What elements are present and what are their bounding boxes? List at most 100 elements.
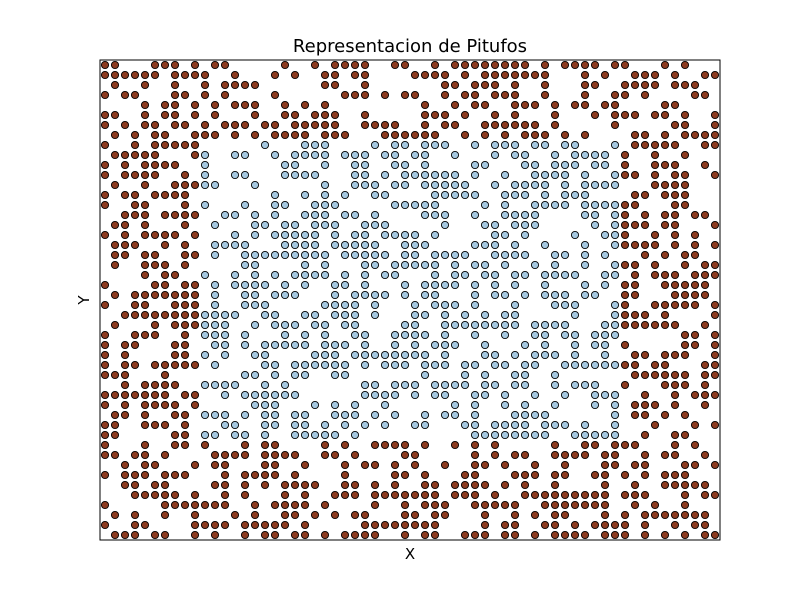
data-point-inner	[280, 160, 290, 170]
data-point-outer	[120, 370, 130, 380]
data-point-inner	[610, 260, 620, 270]
data-point-outer	[220, 80, 230, 90]
data-point-outer	[680, 460, 690, 470]
data-point-inner	[360, 240, 370, 250]
data-point-inner	[490, 320, 500, 330]
data-point-inner	[510, 140, 520, 150]
data-point-inner	[520, 210, 530, 220]
data-point-outer	[140, 490, 150, 500]
data-point-outer	[670, 170, 680, 180]
data-point-outer	[140, 120, 150, 130]
data-point-inner	[600, 430, 610, 440]
data-point-inner	[580, 210, 590, 220]
data-point-outer	[310, 510, 320, 520]
data-point-outer	[450, 440, 460, 450]
data-point-outer	[190, 500, 200, 510]
data-point-inner	[550, 350, 560, 360]
data-point-inner	[500, 420, 510, 430]
data-point-outer	[640, 240, 650, 250]
data-point-inner	[470, 240, 480, 250]
data-point-inner	[340, 340, 350, 350]
data-point-outer	[220, 120, 230, 130]
data-point-outer	[110, 180, 120, 190]
data-point-inner	[570, 430, 580, 440]
data-point-outer	[190, 70, 200, 80]
data-point-outer	[200, 440, 210, 450]
data-point-outer	[490, 120, 500, 130]
data-point-outer	[100, 90, 110, 100]
data-point-outer	[620, 160, 630, 170]
data-point-inner	[530, 170, 540, 180]
data-point-inner	[350, 350, 360, 360]
data-point-inner	[590, 180, 600, 190]
data-point-inner	[410, 260, 420, 270]
data-point-inner	[300, 410, 310, 420]
data-point-inner	[330, 310, 340, 320]
data-point-outer	[250, 500, 260, 510]
data-point-outer	[630, 460, 640, 470]
data-point-inner	[210, 430, 220, 440]
data-point-outer	[320, 80, 330, 90]
data-point-outer	[100, 340, 110, 350]
data-point-outer	[290, 530, 300, 540]
data-point-outer	[660, 300, 670, 310]
data-point-inner	[610, 320, 620, 330]
data-point-outer	[190, 110, 200, 120]
data-point-inner	[590, 400, 600, 410]
data-point-outer	[300, 480, 310, 490]
data-point-outer	[510, 120, 520, 130]
data-point-outer	[130, 240, 140, 250]
data-point-outer	[330, 60, 340, 70]
data-point-outer	[100, 200, 110, 210]
data-point-outer	[130, 510, 140, 520]
data-point-inner	[290, 170, 300, 180]
data-point-outer	[650, 500, 660, 510]
data-point-inner	[420, 150, 430, 160]
data-point-inner	[300, 250, 310, 260]
data-point-outer	[670, 240, 680, 250]
data-point-outer	[100, 420, 110, 430]
data-point-outer	[610, 120, 620, 130]
data-point-outer	[500, 460, 510, 470]
data-point-outer	[260, 120, 270, 130]
data-point-outer	[190, 280, 200, 290]
data-point-outer	[190, 60, 200, 70]
data-point-outer	[160, 280, 170, 290]
data-point-inner	[430, 260, 440, 270]
data-point-inner	[320, 160, 330, 170]
data-point-outer	[400, 470, 410, 480]
data-point-outer	[670, 480, 680, 490]
data-point-outer	[360, 530, 370, 540]
data-point-outer	[580, 70, 590, 80]
data-point-outer	[680, 430, 690, 440]
data-point-outer	[690, 130, 700, 140]
data-point-inner	[270, 410, 280, 420]
data-point-inner	[420, 330, 430, 340]
data-point-outer	[310, 60, 320, 70]
data-point-inner	[390, 260, 400, 270]
data-point-outer	[130, 210, 140, 220]
data-point-outer	[150, 250, 160, 260]
data-point-inner	[610, 330, 620, 340]
data-point-inner	[360, 340, 370, 350]
data-point-inner	[550, 370, 560, 380]
data-point-inner	[390, 360, 400, 370]
data-point-outer	[570, 490, 580, 500]
data-point-outer	[710, 70, 720, 80]
data-point-inner	[520, 160, 530, 170]
data-point-inner	[490, 150, 500, 160]
data-point-inner	[440, 300, 450, 310]
data-point-outer	[420, 500, 430, 510]
data-point-inner	[300, 230, 310, 240]
data-point-outer	[350, 70, 360, 80]
data-point-inner	[450, 190, 460, 200]
data-point-outer	[230, 120, 240, 130]
data-point-outer	[430, 490, 440, 500]
data-point-outer	[270, 530, 280, 540]
data-point-outer	[250, 80, 260, 90]
data-point-outer	[130, 300, 140, 310]
data-point-outer	[640, 190, 650, 200]
data-point-outer	[290, 500, 300, 510]
data-point-outer	[180, 420, 190, 430]
data-point-outer	[140, 110, 150, 120]
